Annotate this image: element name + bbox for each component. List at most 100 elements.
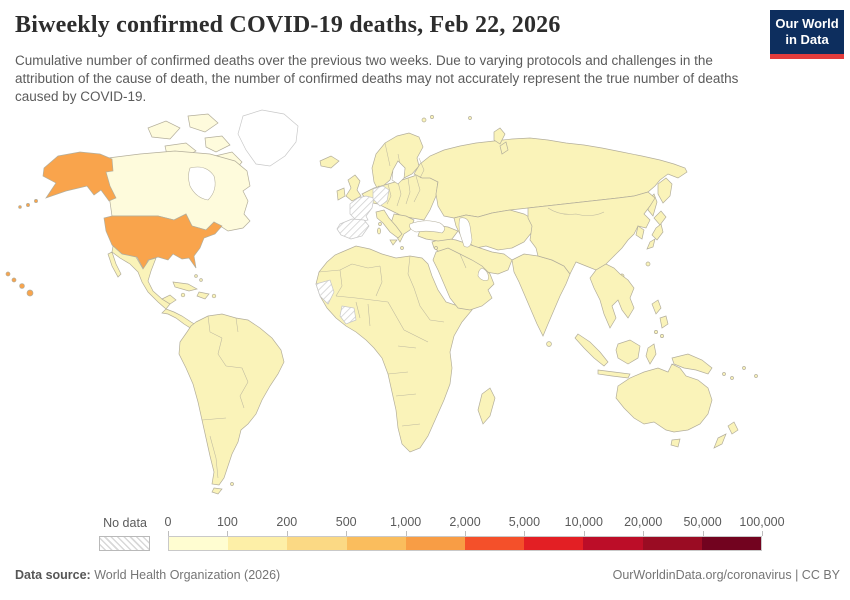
country-japan[interactable] <box>646 210 667 250</box>
legend-tick-mark <box>346 531 348 536</box>
legend-color-segment[interactable] <box>583 537 643 550</box>
sulawesi <box>645 343 657 365</box>
legend-tick-label: 500 <box>335 515 357 529</box>
country-india[interactable] <box>511 253 571 337</box>
southeast-asia[interactable] <box>589 263 635 329</box>
legend-tick-label: 20,000 <box>624 515 663 529</box>
continent-oceania <box>615 363 758 449</box>
legend-tick-label: 100,000 <box>739 515 785 529</box>
hispaniola <box>196 291 210 300</box>
owid-logo[interactable]: Our World in Data <box>770 10 844 59</box>
country-united-kingdom[interactable] <box>345 174 362 202</box>
map-legend: No data 0 100 200 500 1,000 2,000 5,000 10,000 2… <box>0 514 850 556</box>
asia-borders <box>418 157 605 269</box>
no-data-swatch[interactable] <box>99 536 150 551</box>
tasmania[interactable] <box>670 438 681 448</box>
country-china-mongolia[interactable] <box>527 191 656 275</box>
attribution-link[interactable]: OurWorldinData.org/coronavirus | CC BY <box>612 568 840 582</box>
country-usa-hawaii[interactable] <box>5 271 34 297</box>
new-guinea <box>671 353 713 375</box>
legend-tick-mark <box>286 531 288 536</box>
java <box>597 369 631 379</box>
country-spain-nodata[interactable] <box>336 218 370 240</box>
chart-subtitle: Cumulative number of confirmed deaths ov… <box>15 53 739 104</box>
country-cuba <box>172 281 198 292</box>
taiwan[interactable] <box>645 261 651 267</box>
continent-north-america <box>5 109 299 330</box>
baja-peninsula[interactable] <box>107 251 122 278</box>
country-germany-nodata[interactable] <box>372 185 390 207</box>
caspian-sea <box>458 217 473 248</box>
owid-logo-line1: Our World <box>775 16 839 31</box>
legend-color-segment[interactable] <box>228 537 288 550</box>
kamchatka[interactable] <box>657 177 673 204</box>
korean-peninsula[interactable] <box>635 225 645 240</box>
country-ireland[interactable] <box>336 187 346 201</box>
persian-gulf <box>477 267 489 281</box>
legend-tick-mark <box>702 531 704 536</box>
country-greenland[interactable] <box>237 109 299 167</box>
country-western-sahara-nodata[interactable] <box>315 279 335 305</box>
country-usa-alaska[interactable] <box>42 151 117 202</box>
legend-color-segment[interactable] <box>405 537 466 550</box>
arctic-russian-islands[interactable] <box>421 115 509 155</box>
legend-color-segment[interactable] <box>169 537 229 550</box>
africa-landmass[interactable] <box>315 245 478 453</box>
hudson-bay <box>188 166 216 201</box>
south-america-landmass[interactable] <box>178 313 285 486</box>
chart-footer: Data source: World Health Organization (… <box>15 568 840 582</box>
country-iceland[interactable] <box>319 155 340 169</box>
borneo <box>615 339 641 365</box>
continent-europe <box>319 132 439 250</box>
world-map-svg <box>5 109 758 495</box>
indonesia[interactable] <box>574 333 713 382</box>
country-australia[interactable] <box>615 363 713 433</box>
page-title: Biweekly confirmed COVID-19 deaths, Feb … <box>15 12 561 38</box>
legend-tick-mark <box>643 531 645 536</box>
arabian-peninsula[interactable] <box>432 247 495 311</box>
sardinia[interactable] <box>377 227 381 235</box>
sumatra <box>574 333 609 367</box>
cyprus[interactable] <box>434 246 438 250</box>
legend-tick-mark <box>227 531 229 536</box>
tierra-del-fuego[interactable] <box>211 487 223 495</box>
country-france-nodata[interactable] <box>349 195 375 223</box>
africa-borders <box>318 255 445 427</box>
world-map[interactable] <box>0 106 850 511</box>
country-italy[interactable] <box>375 209 403 239</box>
legend-tick-label: 1,000 <box>389 515 422 529</box>
legend-color-segment[interactable] <box>701 537 762 550</box>
legend-color-segment[interactable] <box>524 537 584 550</box>
corsica[interactable] <box>378 222 382 226</box>
legend-tick-label: 10,000 <box>564 515 603 529</box>
legend-ticks: 0 100 200 500 1,000 2,000 5,000 10,000 20,000 50,… <box>165 514 785 551</box>
data-source-label: Data source: <box>15 568 91 582</box>
legend-tick-mark <box>524 531 526 536</box>
country-madagascar[interactable] <box>477 387 496 425</box>
caribbean-islands[interactable] <box>172 274 217 300</box>
black-sea <box>409 220 445 234</box>
legend-colorbar[interactable] <box>168 536 762 551</box>
legend-tick-mark <box>583 531 585 536</box>
legend-tick-label: 2,000 <box>449 515 481 529</box>
sri-lanka[interactable] <box>546 341 552 347</box>
pacific-islands[interactable] <box>722 366 758 380</box>
country-new-zealand[interactable] <box>713 421 739 449</box>
legend-color-segment[interactable] <box>346 537 406 550</box>
sicily[interactable] <box>389 239 398 246</box>
aleutian-islands[interactable] <box>18 199 38 209</box>
legend-tick-mark <box>168 531 169 536</box>
continent-south-america <box>178 313 285 495</box>
legend-color-segment[interactable] <box>642 537 702 550</box>
philippines[interactable] <box>651 299 669 338</box>
legend-tick-mark <box>405 531 407 536</box>
no-data-label: No data <box>103 516 147 530</box>
legend-color-segment[interactable] <box>287 537 347 550</box>
yucatan[interactable] <box>161 294 177 305</box>
country-cote-divoire-nodata[interactable] <box>339 305 357 325</box>
legend-tick-mark <box>465 531 466 536</box>
legend-color-segment[interactable] <box>465 537 525 550</box>
crete[interactable] <box>400 246 404 250</box>
falkland-islands[interactable] <box>230 482 234 486</box>
